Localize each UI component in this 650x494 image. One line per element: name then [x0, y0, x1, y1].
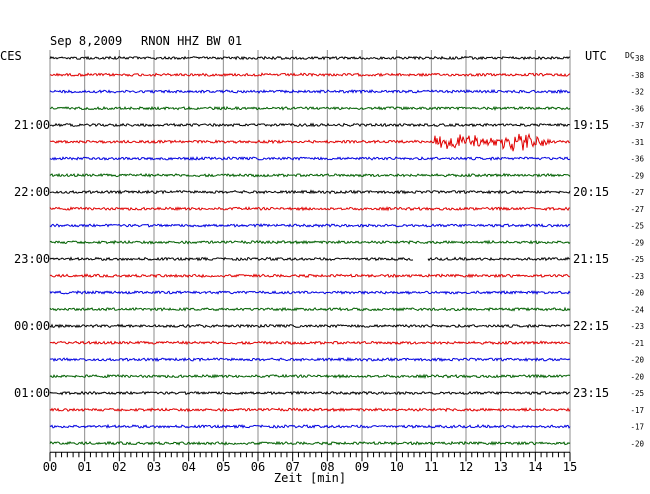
trace-row: [427, 256, 571, 262]
left-time-label: 22:00: [14, 185, 50, 199]
trace-row: [49, 290, 571, 296]
dc-offset-value: -36: [630, 104, 644, 113]
dc-offset-value: -27: [630, 205, 644, 214]
dc-offset-value: -21: [630, 339, 644, 348]
left-time-label: 23:00: [14, 252, 50, 266]
station-label: RNON HHZ BW 01: [141, 34, 242, 48]
trace-row: [49, 156, 571, 162]
right-time-label: 22:15: [573, 319, 609, 333]
x-tick-label: 05: [216, 460, 230, 474]
trace-row: [49, 440, 571, 446]
dc-offset-value: -23: [630, 272, 644, 281]
dc-offset-value: -20: [630, 439, 644, 448]
right-timezone-label: UTC: [585, 49, 607, 63]
x-tick-label: 04: [181, 460, 195, 474]
dc-offset-value: -25: [630, 255, 644, 264]
dc-label: DC: [625, 51, 635, 60]
left-time-label: 21:00: [14, 118, 50, 132]
trace-row: [49, 423, 571, 429]
trace-row: [49, 72, 571, 78]
x-tick-label: 08: [320, 460, 334, 474]
dc-offset-value: -20: [630, 356, 644, 365]
right-time-label: 23:15: [573, 386, 609, 400]
trace-row: [49, 340, 571, 346]
trace-row: [49, 390, 571, 396]
left-time-label: 00:00: [14, 319, 50, 333]
left-timezone-label: CES: [0, 49, 22, 63]
x-tick-label: 03: [147, 460, 161, 474]
dc-offset-value: -38: [630, 54, 644, 63]
dc-offset-value: -25: [630, 389, 644, 398]
x-axis-title: Zeit [min]: [274, 471, 346, 485]
x-tick-label: 12: [459, 460, 473, 474]
dc-offset-value: -36: [630, 155, 644, 164]
x-tick-label: 10: [389, 460, 403, 474]
dc-offset-value: -29: [630, 238, 644, 247]
trace-row: [49, 55, 571, 61]
right-time-label: 19:15: [573, 118, 609, 132]
dc-offset-value: -25: [630, 222, 644, 231]
x-tick-label: 09: [355, 460, 369, 474]
x-tick-label: 07: [285, 460, 299, 474]
dc-offset-value: -17: [630, 406, 644, 415]
dc-offset-value: -23: [630, 322, 644, 331]
right-time-label: 20:15: [573, 185, 609, 199]
trace-row: [49, 323, 571, 329]
x-tick-label: 14: [528, 460, 542, 474]
dc-offset-value: -17: [630, 423, 644, 432]
date-label: Sep 8,2009: [50, 34, 122, 48]
dc-offset-value: -38: [630, 71, 644, 80]
trace-row: [49, 105, 571, 111]
trace-row: [49, 373, 571, 380]
dc-offset-value: -29: [630, 171, 644, 180]
trace-row: [49, 132, 571, 152]
trace-row: [49, 356, 571, 363]
trace-row: [49, 273, 571, 279]
dc-offset-column: -38 -38 -32 -36 -37 -31 -36 -29 -27 -27 -25 -29 -25 -…: [630, 54, 644, 448]
trace-row: [49, 239, 571, 245]
trace-row: [49, 256, 414, 262]
x-tick-label: 11: [424, 460, 438, 474]
dc-offset-value: -24: [630, 305, 644, 314]
trace-row: [49, 172, 571, 178]
trace-row: [49, 206, 570, 212]
dc-offset-value: -20: [630, 289, 644, 298]
time-labels: 21:00 22:00 23:00 00:00 01:00 19:15 20:15 21:15…: [14, 118, 609, 400]
x-tick-label: 01: [77, 460, 91, 474]
x-tick-label: 06: [251, 460, 265, 474]
traces: [49, 55, 571, 446]
trace-row: [49, 88, 571, 95]
trace-row: [49, 122, 571, 128]
left-time-label: 01:00: [14, 386, 50, 400]
trace-row: [49, 407, 571, 413]
dc-offset-value: -27: [630, 188, 644, 197]
x-tick-label: 15: [563, 460, 577, 474]
x-axis: 00 01 02 03 04 05 06 07 08 09 10 11 12 13 14 15: [43, 452, 577, 474]
trace-row: [49, 189, 571, 195]
right-time-label: 21:15: [573, 252, 609, 266]
x-tick-label: 13: [493, 460, 507, 474]
trace-row: [49, 306, 571, 312]
dc-offset-value: -20: [630, 372, 644, 381]
x-tick-label: 00: [43, 460, 57, 474]
dc-offset-value: -32: [630, 88, 644, 97]
dc-offset-value: -37: [630, 121, 644, 130]
trace-row: [49, 223, 571, 228]
x-tick-label: 02: [112, 460, 126, 474]
dc-offset-value: -31: [630, 138, 644, 147]
